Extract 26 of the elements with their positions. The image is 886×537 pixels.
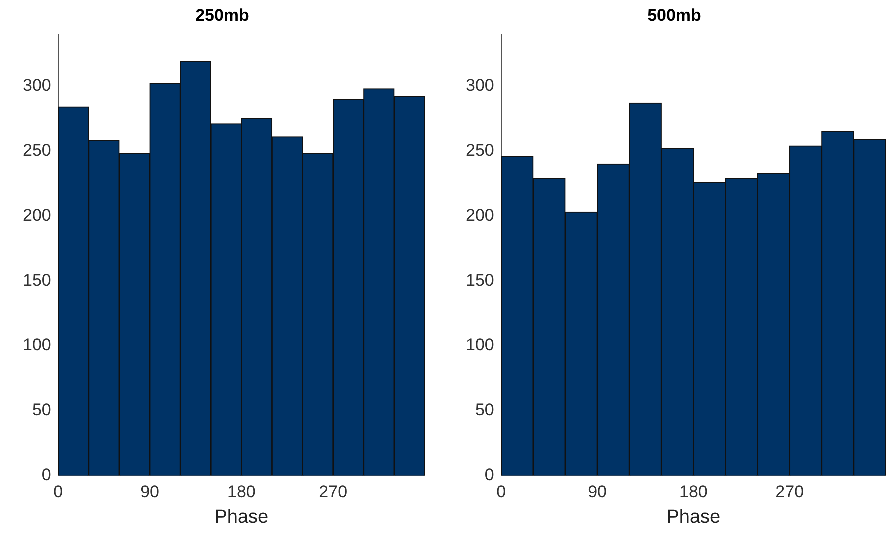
chart-title: 500mb bbox=[648, 6, 702, 25]
y-tick-label: 50 bbox=[475, 400, 494, 420]
y-tick-label: 0 bbox=[484, 465, 494, 484]
y-tick-label: 300 bbox=[22, 76, 52, 96]
y-tick-label: 50 bbox=[32, 400, 52, 420]
y-tick-label: 200 bbox=[22, 206, 52, 225]
x-axis-title: Phase bbox=[666, 506, 721, 528]
y-tick-label: 100 bbox=[22, 336, 52, 355]
y-tick-label: 200 bbox=[466, 206, 494, 225]
x-tick-label: 180 bbox=[227, 482, 256, 502]
x-tick-label: 0 bbox=[54, 482, 64, 502]
x-tick-label: 270 bbox=[776, 482, 804, 502]
y-tick-label: 300 bbox=[466, 76, 494, 96]
y-tick-label: 0 bbox=[42, 465, 52, 484]
y-tick-label: 100 bbox=[466, 336, 494, 355]
x-tick-label: 180 bbox=[679, 482, 708, 502]
x-axis-title: Phase bbox=[214, 506, 269, 528]
y-tick-label: 150 bbox=[466, 270, 494, 290]
y-tick-label: 150 bbox=[22, 270, 52, 290]
x-tick-label: 90 bbox=[588, 482, 607, 502]
x-tick-label: 0 bbox=[496, 482, 506, 502]
x-tick-label: 90 bbox=[140, 482, 160, 502]
chart-title: 250mb bbox=[196, 6, 250, 25]
y-tick-label: 250 bbox=[22, 140, 52, 160]
y-tick-label: 250 bbox=[466, 140, 494, 160]
x-tick-label: 270 bbox=[319, 482, 348, 502]
